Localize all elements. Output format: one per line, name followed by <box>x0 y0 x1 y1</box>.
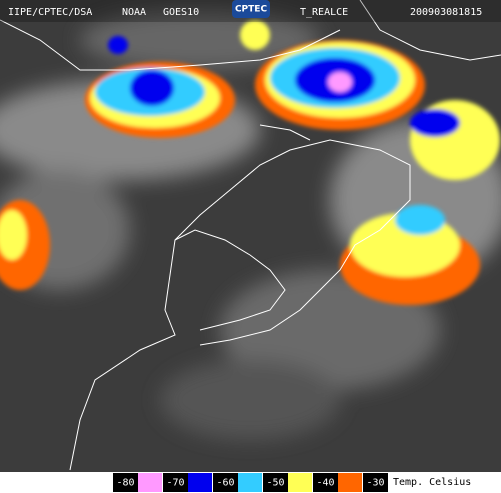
legend-label: -60 <box>216 478 234 489</box>
logo: CPTEC <box>235 5 267 15</box>
header-satellite: GOES10 <box>163 7 199 18</box>
legend-label-box <box>113 473 138 492</box>
legend-swatch <box>338 473 362 492</box>
legend-unit: Temp. Celsius <box>393 477 471 488</box>
legend-label: -80 <box>116 478 134 489</box>
header-agency: NOAA <box>122 7 146 18</box>
legend-label-box <box>213 473 238 492</box>
legend-swatch <box>138 473 162 492</box>
legend-label-box <box>313 473 338 492</box>
logo-background <box>232 0 270 18</box>
legend-swatch <box>188 473 212 492</box>
header-product: T_REALCE <box>300 7 348 18</box>
legend-label: -50 <box>266 478 284 489</box>
legend-label-box <box>263 473 288 492</box>
legend-swatch <box>288 473 312 492</box>
boundaries <box>0 0 501 471</box>
legend-label: -30 <box>366 478 384 489</box>
legend: -80 -70 -60 -50 -40 -30 <box>113 473 388 492</box>
legend-label-box <box>363 473 388 492</box>
header-timestamp: 200903081815 <box>410 7 482 18</box>
cold-cloud-tops <box>0 20 500 305</box>
header-source: IIPE/CPTEC/DSA <box>8 7 92 18</box>
legend-label: -70 <box>166 478 184 489</box>
legend-label: -40 <box>316 478 334 489</box>
legend-label-box <box>163 473 188 492</box>
legend-swatch <box>238 473 262 492</box>
